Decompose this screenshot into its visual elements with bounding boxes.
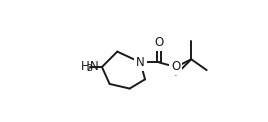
Text: O: O — [171, 61, 180, 73]
Text: 2: 2 — [86, 64, 92, 73]
Text: N: N — [136, 56, 145, 69]
Text: O: O — [154, 36, 163, 49]
Text: H: H — [81, 61, 90, 73]
Text: N: N — [90, 61, 98, 73]
